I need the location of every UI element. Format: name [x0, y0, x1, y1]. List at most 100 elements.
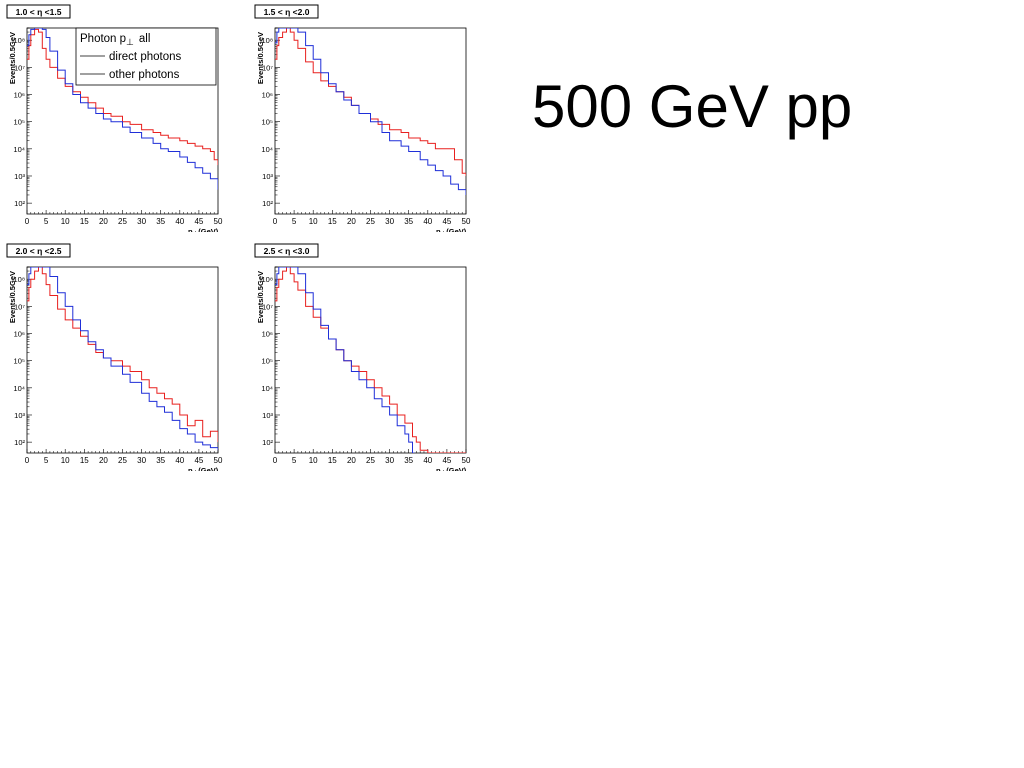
x-tick-label: 50 — [214, 456, 223, 465]
x-axis-label-unit: (GeV) — [446, 227, 467, 232]
chart-title: 1.5 < η <2.0 — [264, 7, 310, 17]
slide-title: 500 GeV pp — [532, 73, 853, 140]
x-axis-label-unit: (GeV) — [446, 466, 467, 471]
y-tick-label: 10⁷ — [14, 302, 25, 311]
y-tick-label: 10⁶ — [262, 330, 273, 339]
x-tick-label: 5 — [44, 217, 49, 226]
x-axis: 0 5 10 15 20 25 30 35 40 45 50 — [25, 210, 223, 226]
y-tick-label: 10⁵ — [262, 357, 273, 366]
chart-panel-1: 1.0 < η <1.505101520253035404550p⊥(GeV)1… — [6, 4, 226, 238]
series-line-2 — [275, 28, 466, 195]
x-tick-label: 0 — [273, 456, 278, 465]
x-tick-label: 35 — [156, 456, 165, 465]
y-axis-label: Events/0.5GeV — [256, 271, 265, 323]
series-line-1 — [27, 267, 218, 443]
title-frame — [6, 243, 71, 258]
y-tick-label: 10² — [14, 438, 25, 447]
x-tick-label: 10 — [61, 456, 70, 465]
title-frame — [254, 4, 319, 19]
x-tick-label: 40 — [175, 217, 184, 226]
x-tick-label: 20 — [347, 456, 356, 465]
y-tick-label: 10⁶ — [14, 330, 25, 339]
x-axis-label-main: p — [436, 466, 441, 471]
y-tick-label: 10⁸ — [261, 36, 273, 45]
y-axis-label: Events/0.5GeV — [8, 271, 17, 323]
series-line-1 — [275, 28, 466, 176]
y-tick-label: 10⁵ — [14, 118, 25, 127]
x-axis-label: p⊥(GeV) — [188, 227, 219, 232]
x-axis: 0 5 10 15 20 25 30 35 40 45 50 — [273, 449, 471, 465]
x-tick-label: 10 — [309, 217, 318, 226]
x-axis-label-main: p — [188, 227, 193, 232]
x-tick-label: 40 — [175, 456, 184, 465]
x-tick-label: 25 — [366, 217, 375, 226]
y-tick-label: 10³ — [262, 172, 273, 181]
x-tick-label: 35 — [404, 217, 413, 226]
x-tick-label: 5 — [292, 217, 297, 226]
y-axis: 10² 10³ 10⁴ 10⁵ 10⁶ 10⁷ 10⁸ — [261, 266, 280, 447]
x-tick-label: 50 — [462, 456, 471, 465]
x-tick-label: 45 — [194, 456, 203, 465]
x-tick-label: 25 — [118, 217, 127, 226]
y-tick-label: 10³ — [262, 411, 273, 420]
x-tick-label: 0 — [25, 456, 30, 465]
x-axis-label-unit: (GeV) — [198, 466, 219, 471]
y-tick-label: 10⁴ — [13, 384, 25, 393]
legend-frame — [75, 27, 217, 86]
plot-frame — [26, 266, 219, 454]
x-tick-label: 35 — [156, 217, 165, 226]
y-tick-label: 10² — [262, 199, 273, 208]
x-tick-label: 15 — [80, 217, 89, 226]
x-tick-label: 35 — [404, 456, 413, 465]
x-tick-label: 0 — [273, 217, 278, 226]
x-tick-label: 30 — [137, 217, 146, 226]
series-group — [275, 267, 466, 453]
y-axis: 10² 10³ 10⁴ 10⁵ 10⁶ 10⁷ 10⁸ — [261, 27, 280, 208]
chart-title-box: 2.5 < η <3.0 — [254, 243, 319, 258]
y-axis: 10² 10³ 10⁴ 10⁵ 10⁶ 10⁷ 10⁸ — [13, 266, 32, 447]
x-tick-label: 25 — [118, 456, 127, 465]
x-axis-label-main: p — [436, 227, 441, 232]
x-tick-label: 45 — [194, 217, 203, 226]
y-tick-label: 10⁵ — [262, 118, 273, 127]
x-tick-label: 5 — [292, 456, 297, 465]
series-line-2 — [27, 267, 218, 451]
y-tick-label: 10⁷ — [262, 63, 273, 72]
x-tick-label: 30 — [385, 456, 394, 465]
legend-title-main: Photon p — [80, 33, 126, 45]
x-tick-label: 15 — [328, 456, 337, 465]
chart-title: 1.0 < η <1.5 — [16, 7, 62, 17]
y-tick-label: 10⁷ — [14, 63, 25, 72]
title-frame — [6, 4, 71, 19]
y-tick-label: 10⁴ — [261, 145, 273, 154]
y-tick-label: 10³ — [14, 411, 25, 420]
legend-title-tail: all — [139, 33, 151, 45]
series-group — [27, 267, 218, 451]
x-tick-label: 30 — [385, 217, 394, 226]
chart-eta-2-5-3-0: 2.5 < η <3.0 0 5 10 15 20 25 30 35 40 45 50p⊥(GeV) 1… — [254, 243, 471, 477]
chart-title: 2.5 < η <3.0 — [264, 246, 310, 256]
y-tick-label: 10⁶ — [262, 91, 273, 100]
x-tick-label: 25 — [366, 456, 375, 465]
x-tick-label: 20 — [99, 217, 108, 226]
y-tick-label: 10⁵ — [14, 357, 25, 366]
x-tick-label: 10 — [61, 217, 70, 226]
x-tick-label: 15 — [328, 217, 337, 226]
x-tick-label: 40 — [423, 456, 432, 465]
y-tick-label: 10⁸ — [13, 36, 25, 45]
y-tick-label: 10² — [14, 199, 25, 208]
x-axis-label-unit: (GeV) — [198, 227, 219, 232]
x-axis-label: p⊥(GeV) — [436, 466, 467, 471]
legend-title-sub: ⊥ — [126, 37, 134, 47]
title-frame — [254, 243, 319, 258]
y-tick-label: 10⁷ — [262, 302, 273, 311]
legend-item-label: other photons — [109, 69, 180, 81]
x-tick-label: 50 — [462, 217, 471, 226]
chart-eta-2-0-2-5: 2.0 < η <2.5 0 5 10 15 20 25 30 35 40 45 50p⊥(GeV) 1… — [6, 243, 223, 477]
x-tick-label: 10 — [309, 456, 318, 465]
chart-eta-1-5-2-0: 1.5 < η <2.0 0 5 10 15 20 25 30 35 40 45 50p⊥(GeV) 1… — [254, 4, 471, 238]
legend-title: Photon p⊥ all — [80, 33, 150, 47]
plot-frame — [274, 266, 467, 454]
x-tick-label: 45 — [442, 217, 451, 226]
y-tick-label: 10³ — [14, 172, 25, 181]
